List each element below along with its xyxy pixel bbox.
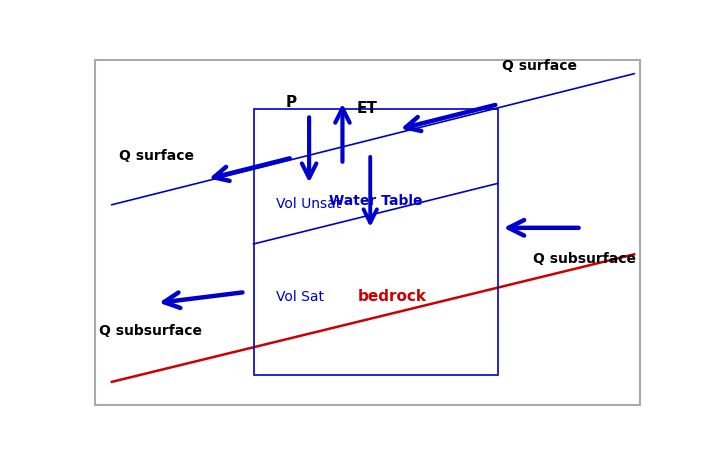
Bar [254, 110, 498, 375]
Text: Q surface: Q surface [119, 148, 194, 162]
Text: bedrock: bedrock [358, 288, 427, 303]
Text: Vol Sat: Vol Sat [276, 289, 324, 303]
Text: Water Table: Water Table [329, 193, 422, 207]
Text: P: P [286, 95, 297, 110]
Text: Q subsurface: Q subsurface [533, 251, 636, 265]
Text: Vol Unsat: Vol Unsat [276, 196, 341, 211]
Text: Q surface: Q surface [502, 58, 577, 73]
FancyBboxPatch shape [95, 61, 640, 405]
Text: ET: ET [356, 101, 377, 116]
Text: Q subsurface: Q subsurface [99, 323, 202, 337]
